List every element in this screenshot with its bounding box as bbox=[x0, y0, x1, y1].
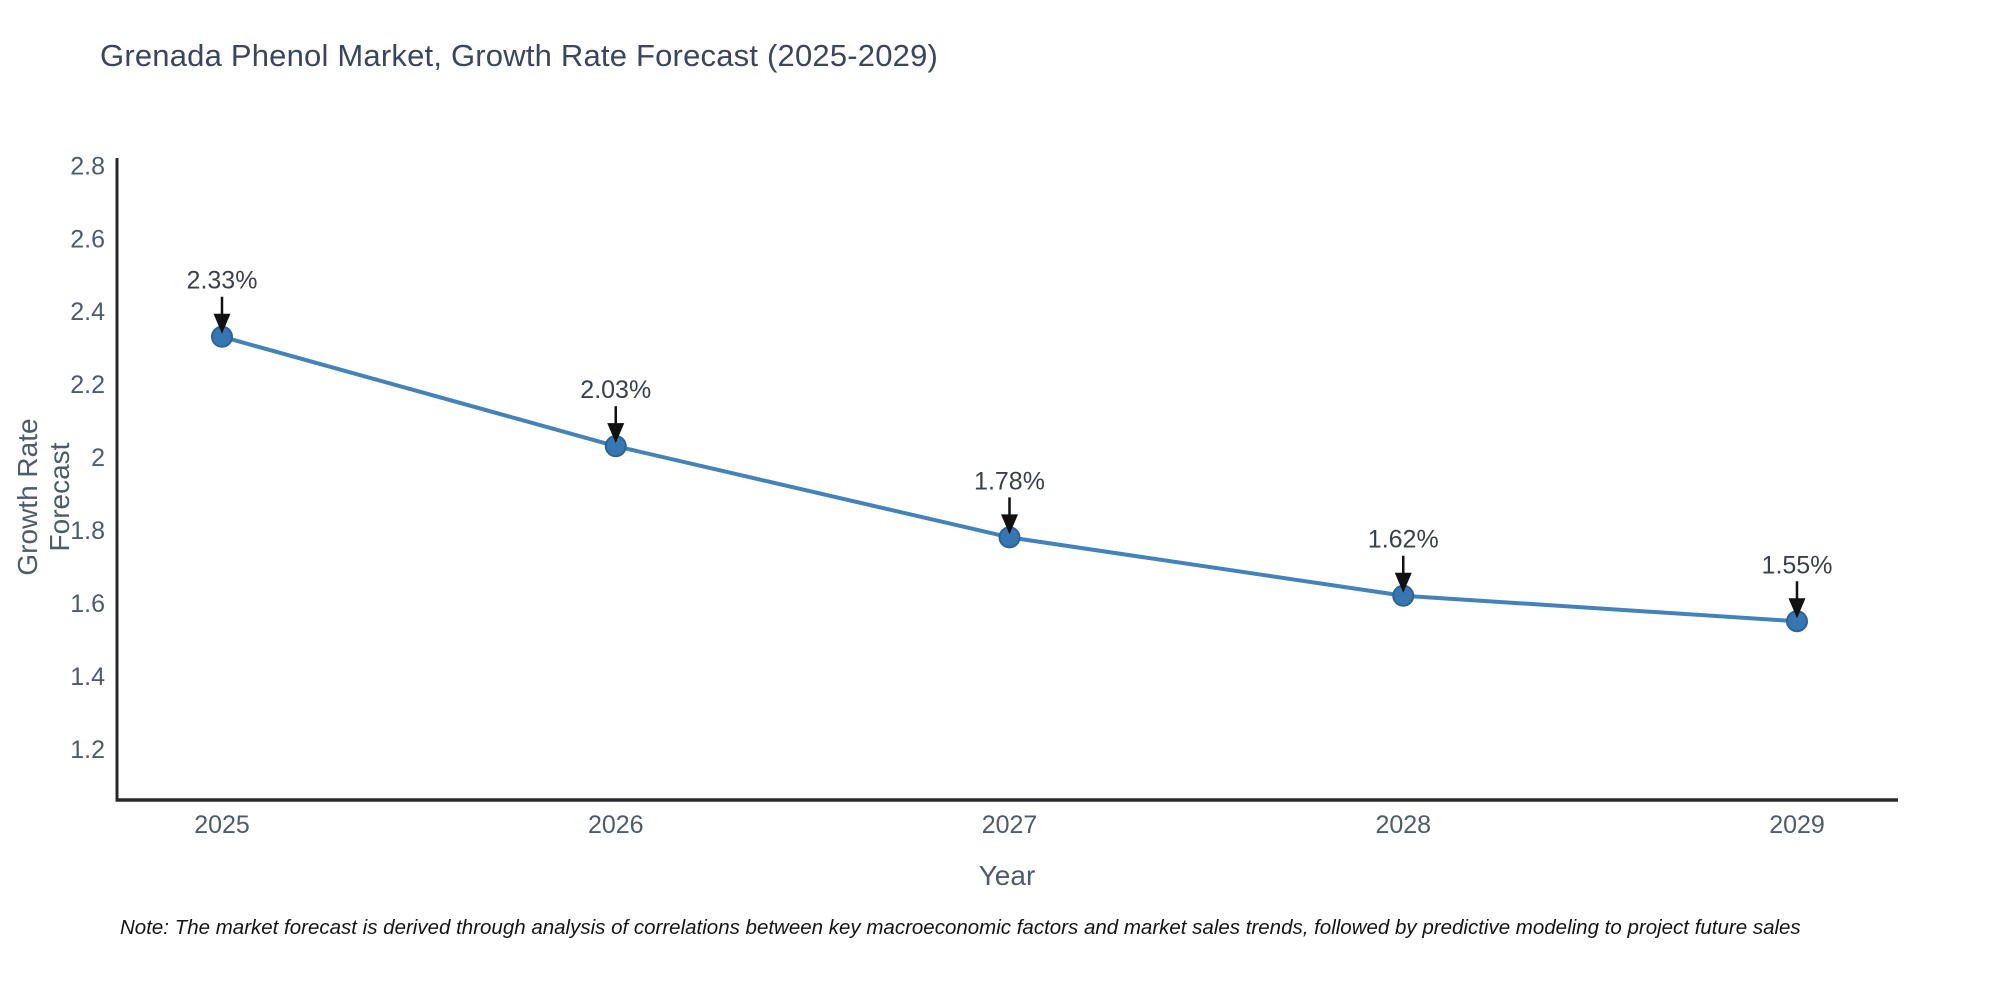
point-value-label: 1.55% bbox=[1762, 551, 1833, 579]
y-tick-label: 2 bbox=[91, 444, 105, 472]
y-tick-label: 1.2 bbox=[70, 736, 105, 764]
y-tick-label: 1.6 bbox=[70, 590, 105, 618]
annotation-arrowhead-icon bbox=[213, 313, 231, 334]
point-value-label: 1.78% bbox=[974, 467, 1045, 495]
annotation-arrowhead-icon bbox=[1001, 514, 1018, 535]
y-tick-label: 2.8 bbox=[70, 152, 105, 180]
point-value-label: 1.62% bbox=[1368, 526, 1439, 554]
y-tick-label: 2.6 bbox=[70, 225, 105, 253]
annotation-arrowhead-icon bbox=[1788, 598, 1806, 619]
x-tick-label: 2027 bbox=[982, 811, 1038, 839]
point-value-label: 2.33% bbox=[187, 267, 258, 295]
x-tick-label: 2025 bbox=[194, 811, 250, 839]
point-value-label: 2.03% bbox=[580, 376, 651, 404]
y-tick-label: 1.8 bbox=[70, 517, 105, 545]
x-tick-label: 2029 bbox=[1769, 811, 1825, 839]
y-tick-label: 1.4 bbox=[70, 663, 105, 691]
x-tick-label: 2026 bbox=[588, 811, 644, 839]
y-tick-label: 2.4 bbox=[70, 298, 105, 326]
annotation-arrowhead-icon bbox=[607, 423, 625, 444]
annotation-arrowhead-icon bbox=[1394, 572, 1412, 593]
y-tick-label: 2.2 bbox=[70, 371, 105, 399]
x-tick-label: 2028 bbox=[1375, 811, 1431, 839]
footnote: Note: The market forecast is derived thr… bbox=[120, 916, 1801, 939]
chart-title: Grenada Phenol Market, Growth Rate Forec… bbox=[100, 38, 939, 73]
x-axis-title: Year bbox=[978, 860, 1036, 891]
